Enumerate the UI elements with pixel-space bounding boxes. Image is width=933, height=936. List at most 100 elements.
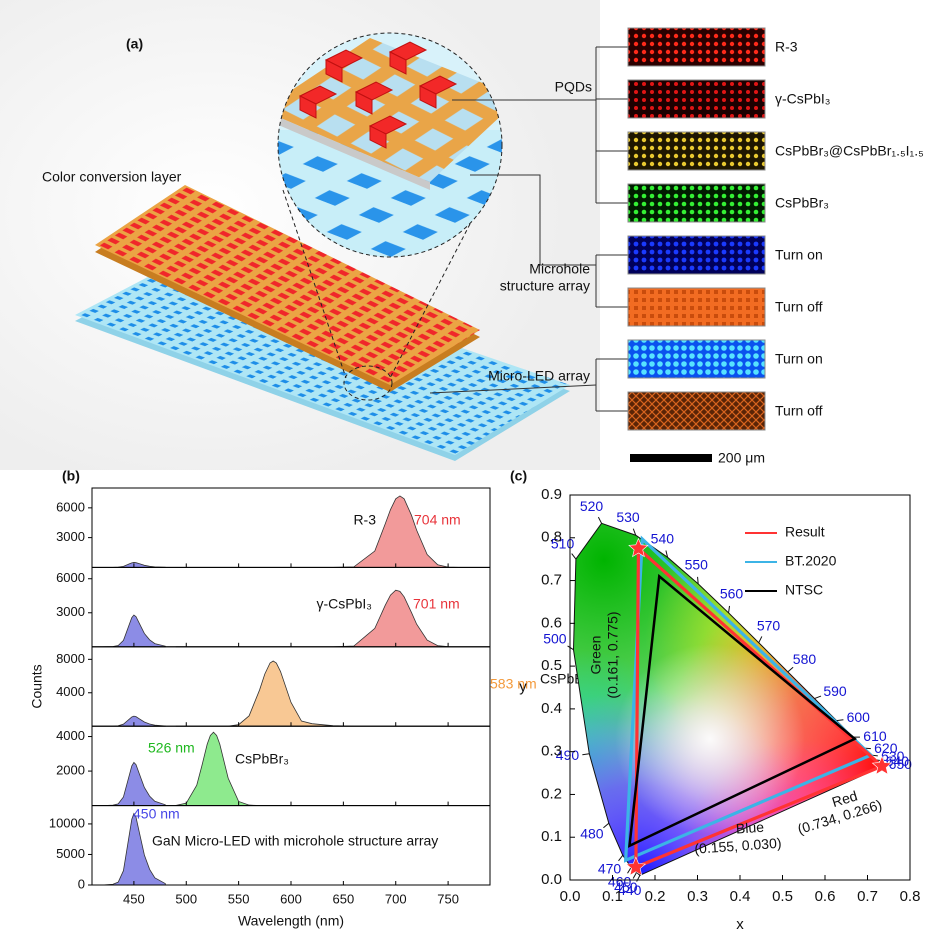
sample-image bbox=[627, 287, 766, 327]
sample-image bbox=[627, 131, 766, 171]
spectrum-area bbox=[92, 715, 166, 727]
annotation: γ-CsPbI₃ bbox=[317, 596, 373, 612]
vertex-name: Green bbox=[588, 636, 604, 675]
vertex-coordinates: (0.161, 0.775) bbox=[605, 611, 621, 698]
x-tick-label: 450 bbox=[123, 891, 145, 906]
spectrum-area bbox=[175, 660, 490, 727]
sample-label: γ-CsPbI₃ bbox=[775, 91, 831, 107]
legend-label: NTSC bbox=[785, 582, 823, 598]
x-tick-label: 700 bbox=[385, 891, 407, 906]
scale-bar bbox=[630, 454, 712, 462]
annotation: 526 nm bbox=[148, 740, 195, 756]
panel-label: (b) bbox=[62, 468, 80, 484]
y-tick-label: 0 bbox=[78, 876, 85, 891]
y-tick-label: 6000 bbox=[56, 499, 85, 514]
panel-a-illustration bbox=[0, 0, 712, 470]
locus-tick bbox=[627, 867, 632, 874]
layer-label: Color conversion layer bbox=[42, 169, 182, 185]
wavelength-label: 620 bbox=[874, 740, 898, 756]
wavelength-label: 440 bbox=[618, 882, 642, 898]
wavelength-label: 530 bbox=[616, 509, 640, 525]
y-tick-label: 8000 bbox=[56, 651, 85, 666]
sample-image bbox=[627, 183, 766, 223]
y-tick-label: 0.9 bbox=[541, 486, 562, 503]
y-tick-label: 4000 bbox=[56, 728, 85, 743]
wavelength-label: 590 bbox=[823, 683, 847, 699]
microhole-label: structure array bbox=[500, 278, 590, 294]
annotation: R-3 bbox=[353, 512, 376, 528]
wavelength-label: 480 bbox=[580, 825, 604, 841]
x-tick-label: 0.3 bbox=[687, 888, 708, 905]
legend-label: Result bbox=[785, 524, 825, 540]
y-tick-label: 0.8 bbox=[541, 529, 562, 546]
wavelength-label: 460 bbox=[608, 873, 632, 889]
vertex-marker bbox=[625, 856, 647, 876]
sample-label: CsPbBr₃@CsPbBr₁.₅I₁.₅ bbox=[775, 143, 924, 159]
locus-tick bbox=[597, 516, 603, 524]
sample-image bbox=[627, 391, 766, 431]
locus-tick bbox=[814, 695, 822, 700]
annotation: 583 nm bbox=[490, 676, 537, 692]
sample-image bbox=[627, 79, 766, 119]
subplot-frame bbox=[91, 725, 491, 807]
x-tick-label: 0.1 bbox=[602, 888, 623, 905]
y-tick-label: 0.5 bbox=[541, 657, 562, 674]
pqd-label: PQDs bbox=[555, 79, 592, 95]
y-tick-label: 0.0 bbox=[541, 871, 562, 888]
legend-label: BT.2020 bbox=[785, 553, 837, 569]
x-tick-label: 750 bbox=[437, 891, 459, 906]
sample-image bbox=[627, 339, 766, 379]
locus-tick bbox=[632, 528, 637, 536]
y-tick-label: 2000 bbox=[56, 763, 85, 778]
wavelength-label: 490 bbox=[556, 747, 580, 763]
gamut-triangle bbox=[623, 535, 874, 863]
x-tick-label: 0.4 bbox=[730, 888, 751, 905]
y-tick-label: 0.3 bbox=[541, 743, 562, 760]
magnifier-outline bbox=[277, 32, 503, 258]
vertex-marker bbox=[871, 755, 893, 775]
locus-tick bbox=[571, 553, 577, 560]
vertex-name: Blue bbox=[735, 819, 764, 837]
scale-bar-label: 200 μm bbox=[718, 450, 765, 466]
locus-tick bbox=[728, 605, 731, 613]
microhole-label: Microhole bbox=[529, 261, 590, 277]
locus-tick bbox=[567, 645, 574, 651]
locus-tick bbox=[603, 822, 610, 829]
x-tick-label: 600 bbox=[280, 891, 302, 906]
x-tick-label: 0.2 bbox=[645, 888, 666, 905]
y-axis-label: Counts bbox=[29, 664, 45, 708]
y-tick-label: 0.4 bbox=[541, 700, 562, 717]
wavelength-label: 600 bbox=[847, 709, 871, 725]
wavelength-label: 560 bbox=[720, 586, 744, 602]
micro-led-label: Micro-LED array bbox=[488, 368, 590, 384]
vertex-marker bbox=[628, 537, 649, 558]
panel-label: (a) bbox=[126, 36, 143, 52]
y-tick-label: 10000 bbox=[49, 815, 85, 830]
spectrum-area bbox=[92, 812, 166, 886]
annotation: 701 nm bbox=[413, 596, 460, 612]
annotation: 704 nm bbox=[414, 512, 461, 528]
y-tick-label: 4000 bbox=[56, 684, 85, 699]
sample-label: Turn on bbox=[775, 351, 823, 367]
sample-label: R-3 bbox=[775, 39, 798, 55]
zoom-spot bbox=[343, 365, 393, 401]
annotation: CsPbBr₃ bbox=[235, 751, 289, 767]
locus-tick bbox=[787, 666, 794, 673]
wavelength-label: 610 bbox=[863, 728, 887, 744]
zoom-line bbox=[389, 223, 471, 379]
y-axis-label: y bbox=[519, 678, 527, 695]
color-conversion-layer bbox=[95, 185, 480, 385]
x-tick-label: 0.5 bbox=[772, 888, 793, 905]
zoom-line bbox=[282, 189, 347, 379]
y-tick-label: 6000 bbox=[56, 570, 85, 585]
annotation: GaN Micro-LED with microhole structure a… bbox=[152, 833, 438, 849]
y-tick-label: 3000 bbox=[56, 604, 85, 619]
spectrum-area bbox=[175, 495, 490, 568]
spectrum-area bbox=[92, 562, 166, 568]
gamut-triangle bbox=[628, 573, 858, 848]
x-tick-label: 650 bbox=[333, 891, 355, 906]
locus-tick bbox=[582, 753, 590, 756]
panel-label: (c) bbox=[510, 468, 527, 484]
vertex-name: Red bbox=[830, 787, 859, 810]
locus-tick bbox=[697, 576, 699, 584]
